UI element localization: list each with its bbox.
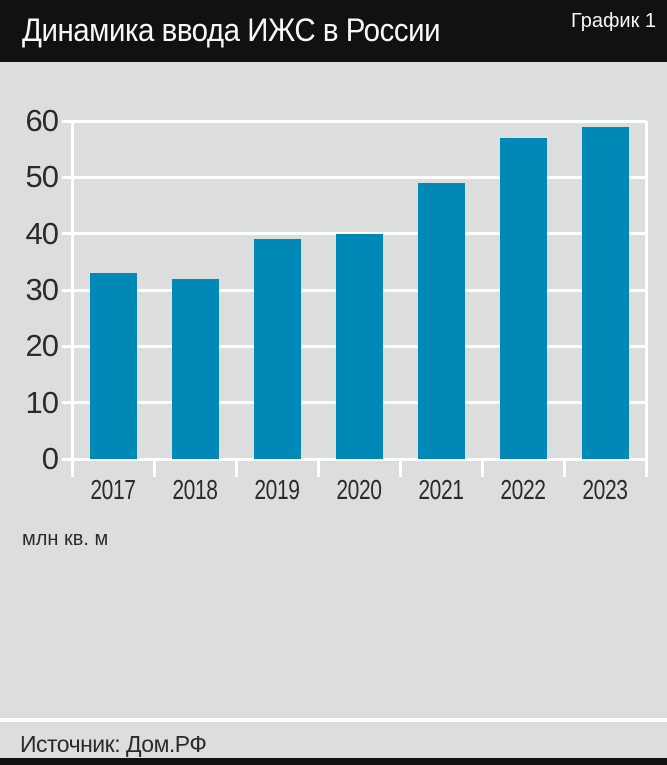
x-tick-label: 2022 [500,474,546,505]
y-axis-tick [62,344,72,348]
x-tick-label: 2017 [90,474,136,505]
gridline-y-60 [72,119,646,123]
bar-2017 [89,273,137,459]
y-tick-label: 30 [25,272,59,307]
y-tick-label: 50 [25,159,59,195]
x-tick-label: 2018 [172,474,218,505]
gridline-y-50 [72,175,646,179]
chart-header: Динамика ввода ИЖС в России График 1 [0,0,667,62]
x-tick-label: 2020 [336,474,382,505]
bar-2023 [581,126,629,459]
y-tick-label: 60 [25,103,59,138]
bar-2020 [335,233,383,459]
y-axis-tick [62,175,72,179]
y-axis-tick [62,457,72,461]
x-tick-label: 2023 [582,474,628,505]
y-axis-tick [62,232,72,236]
bar-2021 [417,182,465,459]
y-axis-tick [62,288,72,292]
x-axis-tick [316,459,320,477]
x-axis-tick [70,459,74,477]
source-label: Источник: Дом.РФ [20,731,207,757]
y-axis-line [70,121,74,477]
bar-2019 [253,239,301,459]
footer-divider [0,718,667,722]
gridline-y-0 [72,457,646,461]
y-tick-label: 0 [41,441,59,476]
bar-2018 [171,278,219,459]
x-axis-tick [398,459,402,477]
footer-bar [0,758,667,765]
x-tick-label: 2019 [254,474,300,505]
chart-number-label: График 1 [570,10,656,32]
y-axis-tick [62,401,72,405]
y-axis-tick [62,119,72,123]
bar-2022 [499,137,547,459]
y-tick-label: 10 [25,384,59,420]
chart-title: Динамика ввода ИЖС в России [22,12,441,48]
y-tick-label: 40 [25,215,59,251]
x-tick-label: 2021 [418,474,464,505]
x-axis-tick [234,459,238,477]
x-axis-tick [480,459,484,477]
x-axis-tick [152,459,156,477]
plot-right-border [644,121,648,477]
y-tick-label: 20 [25,328,59,364]
x-axis-tick [644,459,648,477]
y-axis-unit-label: млн кв. м [22,528,109,550]
x-axis-tick [562,459,566,477]
